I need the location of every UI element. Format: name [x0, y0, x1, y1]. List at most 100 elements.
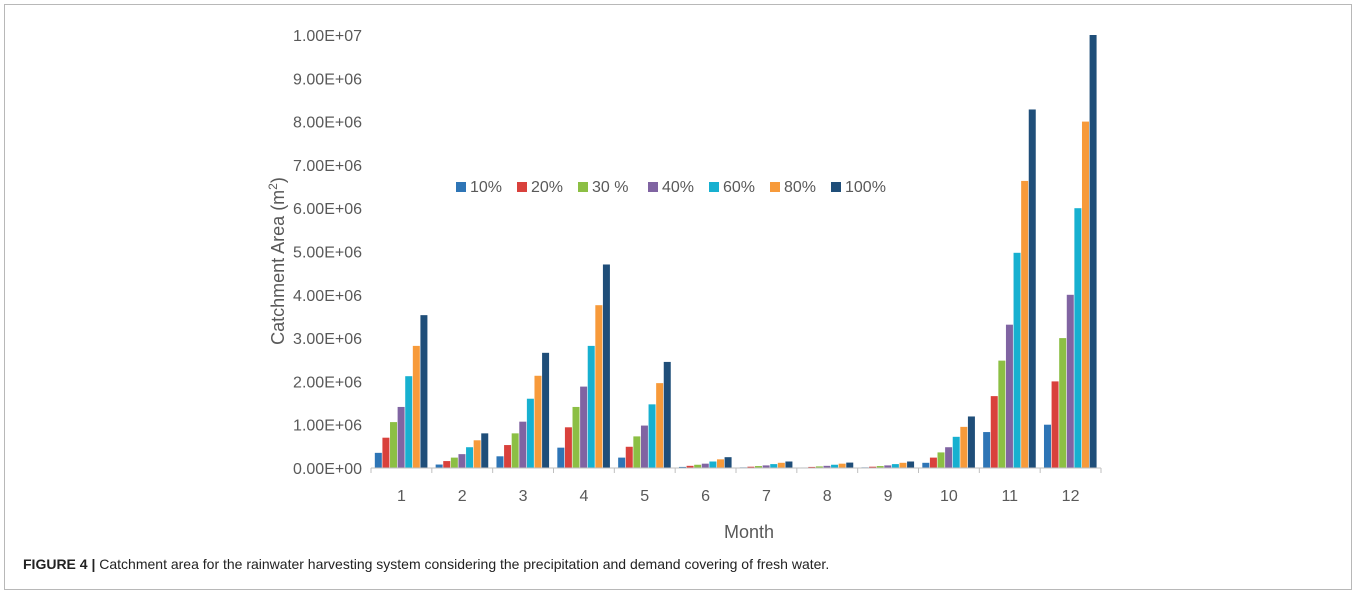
bar — [884, 465, 892, 468]
bar — [998, 360, 1006, 468]
y-axis-title-base: Catchment Area (m — [268, 190, 288, 345]
x-axis-ticks: 1 2 3 4 5 6 7 8 9 10 11 12 — [370, 468, 1102, 505]
y-tick-label: 2.00E+06 — [293, 374, 362, 391]
bar — [595, 305, 603, 468]
bar — [473, 440, 481, 468]
bar — [1013, 252, 1021, 468]
bar — [922, 462, 930, 468]
x-tick-label: 9 — [884, 488, 893, 505]
bar — [511, 433, 519, 468]
legend-swatch — [648, 182, 658, 192]
bar — [747, 466, 755, 468]
bar — [618, 457, 626, 468]
x-tick-label: 3 — [519, 488, 528, 505]
bar — [701, 463, 709, 468]
bar — [869, 466, 877, 468]
figure-caption: FIGURE 4 | Catchment area for the rainwa… — [23, 556, 829, 572]
y-tick-label: 1.00E+06 — [293, 418, 362, 435]
y-tick-label: 0.00E+00 — [293, 461, 362, 478]
legend-swatch — [770, 182, 780, 192]
legend-swatch — [831, 182, 841, 192]
bar — [602, 264, 610, 468]
bar — [587, 345, 595, 468]
y-tick-label: 5.00E+06 — [293, 245, 362, 262]
bar — [1066, 294, 1074, 468]
bar — [412, 345, 420, 468]
x-axis-title: Month — [724, 522, 774, 542]
bar — [405, 376, 413, 468]
legend-label: 80% — [784, 179, 816, 196]
x-tick-label: 5 — [640, 488, 649, 505]
bar — [466, 447, 474, 468]
x-tick-label: 1 — [397, 488, 406, 505]
bar — [823, 465, 831, 468]
x-tick-label: 6 — [701, 488, 710, 505]
bar — [564, 427, 572, 468]
bar — [876, 466, 884, 468]
bar — [390, 422, 398, 468]
bar — [656, 383, 664, 468]
bar — [1089, 35, 1097, 468]
bar — [1074, 208, 1082, 468]
bar — [443, 461, 451, 468]
x-tick-label: 4 — [579, 488, 588, 505]
bar — [458, 454, 466, 468]
bar — [625, 446, 633, 468]
x-tick-label: 11 — [1001, 488, 1018, 505]
legend: 10% 20% 30 % 40% 60% 80% 100% — [456, 179, 886, 196]
bar — [420, 315, 428, 468]
legend-label: 40% — [662, 179, 694, 196]
legend-swatch — [709, 182, 719, 192]
legend-label: 30 % — [592, 179, 628, 196]
bar — [481, 433, 489, 468]
y-tick-label: 9.00E+06 — [293, 71, 362, 88]
bar — [534, 375, 542, 468]
bar — [640, 425, 648, 468]
x-tick-label: 8 — [823, 488, 832, 505]
bar — [990, 396, 998, 468]
bar — [1028, 109, 1036, 468]
bar — [1059, 338, 1067, 468]
caption-label: FIGURE 4 | — [23, 556, 96, 572]
y-tick-label: 1.00E+07 — [293, 28, 362, 45]
bar — [777, 462, 785, 468]
bar — [815, 466, 823, 468]
bar — [937, 452, 945, 468]
bar — [504, 445, 512, 468]
y-tick-label: 3.00E+06 — [293, 331, 362, 348]
y-axis-title-sup: 2 — [266, 183, 280, 190]
bar — [526, 398, 534, 468]
bar — [770, 464, 778, 468]
bar — [678, 466, 686, 468]
bar — [580, 386, 588, 468]
y-tick-label: 7.00E+06 — [293, 158, 362, 175]
bar — [891, 464, 899, 468]
caption-text: Catchment area for the rainwater harvest… — [99, 556, 830, 572]
bar — [694, 464, 702, 468]
bar — [785, 461, 793, 468]
bar — [952, 436, 960, 468]
bar — [808, 466, 816, 468]
bar — [1051, 381, 1059, 468]
x-tick-label: 12 — [1062, 488, 1080, 505]
bar — [838, 463, 846, 468]
bar — [557, 447, 565, 468]
bar — [1081, 121, 1089, 468]
y-axis-title: Catchment Area (m2) — [266, 177, 288, 345]
y-axis-title-tail: ) — [268, 177, 288, 183]
bar — [572, 406, 580, 468]
bar — [686, 465, 694, 468]
bar — [496, 456, 504, 468]
bar — [435, 464, 443, 468]
bar — [831, 464, 839, 468]
x-tick-label: 2 — [458, 488, 467, 505]
bar — [945, 447, 953, 468]
bar — [929, 457, 937, 468]
legend-label: 10% — [470, 179, 502, 196]
bar — [519, 421, 527, 468]
bar — [716, 459, 724, 468]
figure-frame: 0.00E+00 1.00E+06 2.00E+06 3.00E+06 4.00E+06… — [4, 4, 1352, 590]
legend-swatch — [578, 182, 588, 192]
bar — [1021, 180, 1029, 469]
bar — [1043, 424, 1051, 468]
